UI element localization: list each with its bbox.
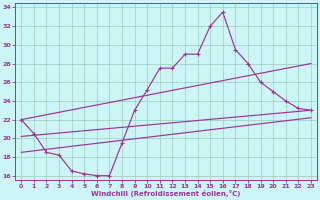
X-axis label: Windchill (Refroidissement éolien,°C): Windchill (Refroidissement éolien,°C) [92,190,241,197]
